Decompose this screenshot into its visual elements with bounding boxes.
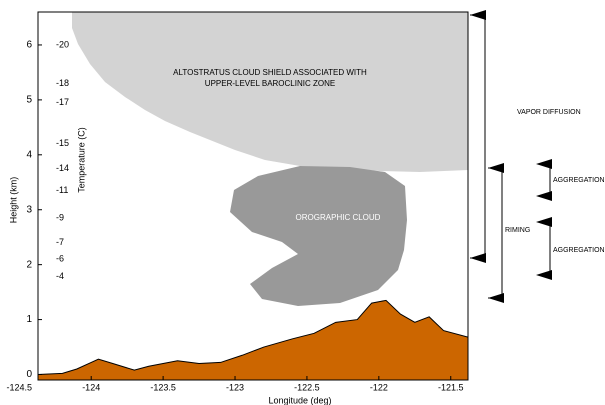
orographic-cloud bbox=[230, 166, 407, 306]
x-axis-label: Longitude (deg) bbox=[268, 395, 331, 405]
annotation: VAPOR DIFFUSION bbox=[517, 109, 581, 116]
annotation: RIMING bbox=[505, 227, 530, 234]
x-tick-label: -122 bbox=[370, 382, 388, 392]
altostratus-cloud bbox=[72, 12, 468, 172]
x-tick-label: -124.5 bbox=[7, 382, 33, 392]
temperature-label: -15 bbox=[56, 138, 69, 148]
x-tick-label: -122.5 bbox=[294, 382, 320, 392]
temperature-label: -4 bbox=[56, 271, 64, 281]
annotation: AGGREGATION bbox=[553, 247, 605, 254]
y-tick-label: 1 bbox=[26, 314, 32, 325]
y-tick-label: 5 bbox=[26, 95, 32, 106]
x-tick-label: -123 bbox=[226, 382, 244, 392]
temperature-label: -7 bbox=[56, 237, 64, 247]
annotation: UPPER-LEVEL BAROCLINIC ZONE bbox=[205, 79, 335, 88]
y-tick-label: 2 bbox=[26, 259, 32, 270]
y-tick-label: 6 bbox=[26, 40, 32, 51]
x-tick-label: -121.5 bbox=[438, 382, 464, 392]
terrain-area bbox=[38, 300, 468, 380]
y-tick-label: 3 bbox=[26, 204, 32, 215]
y-axis-label: Height (km) bbox=[8, 177, 18, 224]
temperature-label: -17 bbox=[56, 97, 69, 107]
temperature-label: -11 bbox=[56, 185, 68, 195]
temperature-label: -14 bbox=[56, 163, 69, 173]
chart: ALTOSTRATUS CLOUD SHIELD ASSOCIATED WITH… bbox=[0, 0, 605, 405]
x-tick-label: -123.5 bbox=[150, 382, 176, 392]
annotation: OROGRAPHIC CLOUD bbox=[296, 213, 381, 222]
temperature-label: -20 bbox=[56, 39, 69, 49]
temperature-label: -9 bbox=[56, 212, 64, 222]
y-tick-label: 0 bbox=[26, 369, 32, 380]
arrowheads bbox=[470, 10, 552, 303]
temperature-label: -18 bbox=[56, 78, 69, 88]
page: {"chart_data": { "type": "area", "xlabel… bbox=[0, 0, 605, 405]
annotation: ALTOSTRATUS CLOUD SHIELD ASSOCIATED WITH bbox=[173, 68, 367, 77]
temperature-label: -6 bbox=[56, 254, 64, 264]
temperature-axis-label: Temperature (C) bbox=[76, 127, 86, 193]
y-tick-label: 4 bbox=[26, 149, 32, 160]
x-tick-label: -124 bbox=[82, 382, 100, 392]
annotation: AGGREGATION bbox=[553, 177, 605, 184]
